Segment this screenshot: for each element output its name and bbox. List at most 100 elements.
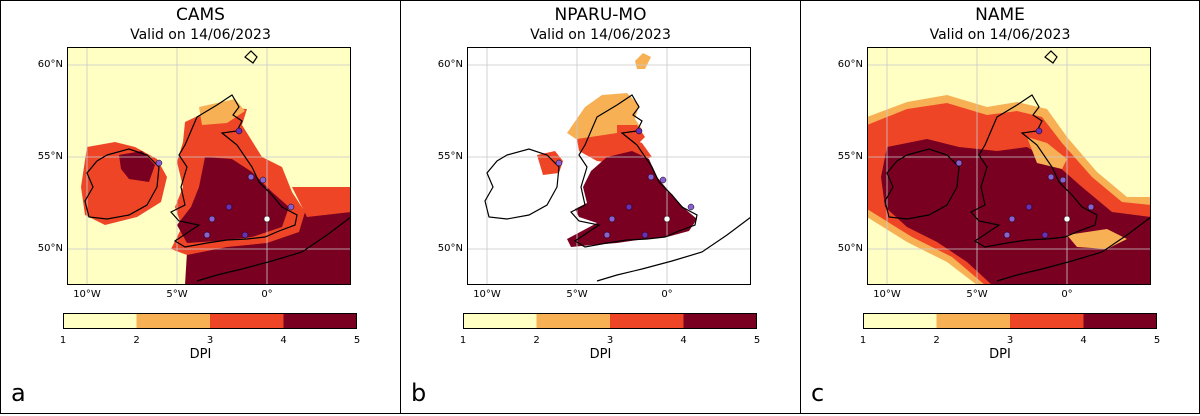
- colorbar-bin-4: [683, 313, 757, 329]
- panel-a-subtitle: Valid on 14/06/2023: [130, 27, 271, 43]
- panel-b-lon-10w: 10°W: [473, 289, 501, 300]
- panel-a-gridlines: [67, 47, 351, 285]
- panel-b-site-hull: [659, 176, 667, 184]
- panel-c-site-belfast: [955, 159, 963, 167]
- panel-a-lon-0: 0°: [261, 289, 273, 300]
- panel-c-cbar-tick-3: 3: [1006, 335, 1014, 346]
- panel-b-site-belfast: [555, 159, 563, 167]
- panel-c-subtitle: Valid on 14/06/2023: [929, 27, 1071, 43]
- colorbar-bin-1: [463, 313, 537, 329]
- panel-a-site-belfast: [155, 159, 163, 167]
- panel-a-map: [67, 47, 351, 285]
- panel-b-site-southampton: [641, 231, 649, 239]
- panel-a-cbar-tick-5: 5: [353, 335, 361, 346]
- panel-b-site-kent: [687, 203, 695, 211]
- panel-c-title: NAME: [975, 5, 1025, 25]
- colorbar-bin-4: [283, 313, 357, 329]
- panel-a-site-london: [263, 215, 271, 223]
- panel-a-northern-ireland-field: [119, 151, 155, 182]
- panel-a-map-border: [67, 47, 351, 285]
- panel-b-site-york: [647, 173, 655, 181]
- panel-c-site-worcester: [1025, 203, 1033, 211]
- panel-b-lat-60: 60°N: [437, 59, 463, 70]
- panel-c-cbar-tick-4: 4: [1080, 335, 1087, 346]
- panel-a-site-york: [247, 173, 255, 181]
- panel-c-site-southampton: [1041, 231, 1049, 239]
- panel-c-lon-5w: 5°W: [966, 289, 988, 300]
- panel-a-title: CAMS: [176, 5, 225, 25]
- panel-a-site-worcester: [225, 203, 233, 211]
- panel-c-colorbar: [863, 313, 1157, 329]
- panel-c-lat-50: 50°N: [837, 243, 863, 254]
- panel-b-lon-5w: 5°W: [566, 289, 588, 300]
- colorbar-bin-1: [863, 313, 937, 329]
- panel-a-site-southampton: [241, 231, 249, 239]
- panel-b-map-border: [467, 47, 751, 285]
- panel-b-sites: [555, 127, 695, 239]
- panel-b-cbar-tick-1: 1: [459, 335, 467, 346]
- panel-c-map: [867, 47, 1151, 285]
- panel-c-cbar-tick-2: 2: [933, 335, 940, 346]
- panel-b-cbar-tick-5: 5: [753, 335, 761, 346]
- panel-b: NPARU-MO Valid on 14/06/2023: [400, 0, 801, 414]
- panel-c-cbar-tick-5: 5: [1153, 335, 1161, 346]
- panel-c-site-kent: [1087, 203, 1095, 211]
- panel-b-cbar-tick-4: 4: [680, 335, 687, 346]
- panel-a-site-exeter: [203, 231, 211, 239]
- panel-c-colorbar-label: DPI: [989, 347, 1011, 362]
- panel-a-site-kent: [287, 203, 295, 211]
- panel-c-letter: c: [811, 379, 825, 407]
- panel-b-site-aberdeen: [635, 127, 643, 135]
- panel-b-colorbar: [463, 313, 757, 329]
- colorbar-bin-3: [1010, 313, 1084, 329]
- panel-c-site-york: [1047, 173, 1055, 181]
- panel-a-england-wales-field: [177, 157, 289, 243]
- panel-a-coastline: [84, 50, 351, 282]
- panel-a-lat-55: 55°N: [37, 151, 63, 162]
- panel-a-letter: a: [11, 379, 26, 407]
- panel-a-cbar-tick-3: 3: [206, 335, 214, 346]
- panel-b-site-worcester: [625, 203, 633, 211]
- panel-b-map: [467, 47, 751, 285]
- panel-a-sites: [155, 127, 295, 239]
- panel-c-map-border: [867, 47, 1151, 285]
- panel-c-site-aberdeen: [1035, 127, 1043, 135]
- panel-b-colorbar-label: DPI: [589, 347, 612, 362]
- panel-b-site-london: [663, 215, 671, 223]
- panel-c-lat-60: 60°N: [837, 59, 863, 70]
- panel-a-north-scotland-field: [199, 99, 245, 125]
- panel-a-site-hull: [259, 176, 267, 184]
- panel-b-coastline: [484, 94, 751, 282]
- panel-c-site-swansea: [1008, 215, 1016, 223]
- panel-a-colorbar: [63, 313, 357, 329]
- colorbar-bin-2: [536, 313, 610, 329]
- colorbar-bin-2: [936, 313, 1010, 329]
- panel-a-lat-60: 60°N: [37, 59, 63, 70]
- panel-b-site-exeter: [603, 231, 611, 239]
- colorbar-bin-1: [63, 313, 137, 329]
- panel-c-coastline: [884, 50, 1151, 282]
- panel-a-colorbar-label: DPI: [189, 347, 212, 362]
- panel-b-lat-50: 50°N: [437, 243, 463, 254]
- panel-a-site-swansea: [208, 215, 216, 223]
- panel-b-letter: b: [411, 379, 427, 407]
- panel-b-gridlines: [467, 47, 751, 285]
- panel-c-site-london: [1063, 215, 1071, 223]
- panel-b-site-swansea: [608, 215, 616, 223]
- panel-b-england-wales-field: [567, 151, 697, 247]
- panel-b-cbar-tick-2: 2: [533, 335, 540, 346]
- panel-b-lat-55: 55°N: [437, 151, 463, 162]
- panel-c-site-hull: [1059, 176, 1067, 184]
- panel-c-lon-10w: 10°W: [873, 289, 901, 300]
- panel-a-site-aberdeen: [235, 127, 243, 135]
- panel-a-cbar-tick-2: 2: [133, 335, 140, 346]
- panel-c-site-exeter: [1003, 231, 1011, 239]
- panel-c-ireland-britain-field: [881, 139, 1151, 285]
- panel-a-lon-10w: 10°W: [73, 289, 101, 300]
- panel-c-lon-0: 0°: [1061, 289, 1073, 300]
- panel-b-lon-0: 0°: [661, 289, 673, 300]
- panel-c: NAME Valid on 14/06/2023: [800, 0, 1200, 414]
- panel-c-cbar-tick-1: 1: [859, 335, 867, 346]
- panel-b-cbar-tick-3: 3: [606, 335, 614, 346]
- panel-c-channel-pale-field: [1067, 229, 1127, 249]
